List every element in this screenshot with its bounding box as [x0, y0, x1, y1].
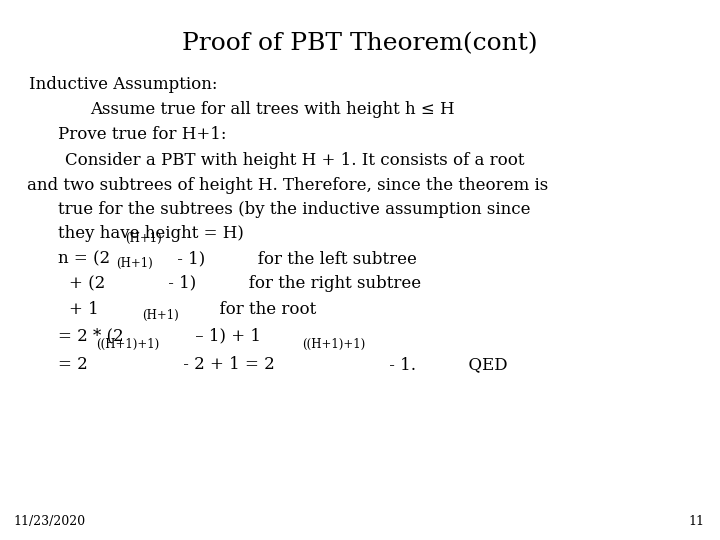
Text: Inductive Assumption:: Inductive Assumption: — [29, 76, 217, 92]
Text: ((H+1)+1): ((H+1)+1) — [96, 338, 159, 351]
Text: - 1)          for the right subtree: - 1) for the right subtree — [163, 275, 421, 292]
Text: = 2 * (2: = 2 * (2 — [58, 328, 123, 345]
Text: Proof of PBT Theorem(cont): Proof of PBT Theorem(cont) — [182, 32, 538, 56]
Text: - 2 + 1 = 2: - 2 + 1 = 2 — [178, 356, 274, 373]
Text: – 1) + 1: – 1) + 1 — [189, 328, 261, 345]
Text: - 1)          for the left subtree: - 1) for the left subtree — [172, 250, 417, 267]
Text: = 2: = 2 — [58, 356, 87, 373]
Text: n = (2: n = (2 — [58, 250, 109, 267]
Text: 11/23/2020: 11/23/2020 — [13, 515, 85, 528]
Text: Assume true for all trees with height h ≤ H: Assume true for all trees with height h … — [90, 101, 454, 118]
Text: (H+1): (H+1) — [143, 309, 179, 322]
Text: and two subtrees of height H. Therefore, since the theorem is: and two subtrees of height H. Therefore,… — [27, 177, 549, 194]
Text: (H+1): (H+1) — [125, 232, 161, 245]
Text: ((H+1)+1): ((H+1)+1) — [302, 338, 366, 351]
Text: they have height = H): they have height = H) — [58, 225, 243, 241]
Text: Prove true for H+1:: Prove true for H+1: — [58, 126, 226, 143]
Text: + (2: + (2 — [69, 275, 105, 292]
Text: Consider a PBT with height H + 1. It consists of a root: Consider a PBT with height H + 1. It con… — [65, 152, 524, 168]
Text: true for the subtrees (by the inductive assumption since: true for the subtrees (by the inductive … — [58, 201, 530, 218]
Text: (H+1): (H+1) — [116, 257, 153, 270]
Text: + 1                       for the root: + 1 for the root — [69, 301, 316, 318]
Text: 11: 11 — [688, 515, 704, 528]
Text: - 1.          QED: - 1. QED — [384, 356, 508, 373]
